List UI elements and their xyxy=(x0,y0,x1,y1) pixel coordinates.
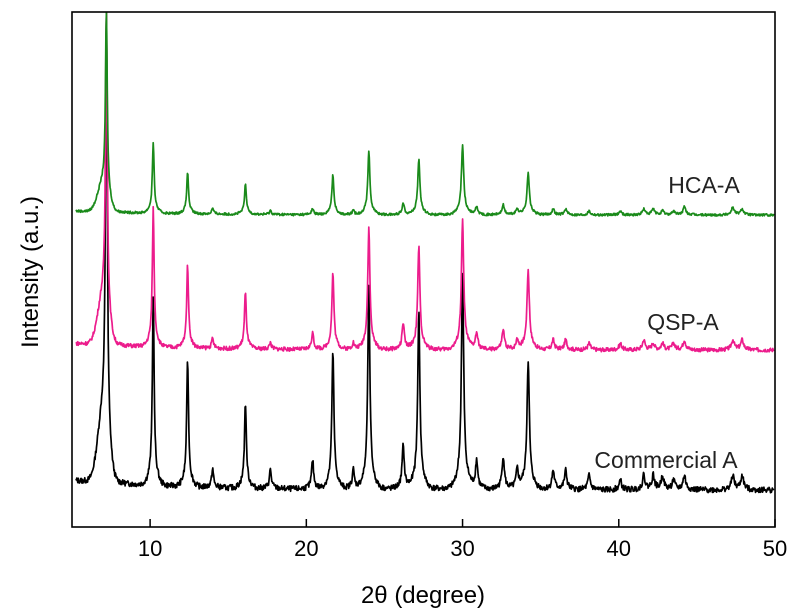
x-tick-label-30: 30 xyxy=(450,536,474,561)
series-label-commercial-a: Commercial A xyxy=(594,447,738,473)
series-layer xyxy=(75,12,775,494)
series-line-commercial-a xyxy=(75,12,775,494)
series-labels: Commercial A QSP-A HCA-A xyxy=(594,172,740,473)
x-tick-label-10: 10 xyxy=(138,536,162,561)
plot-frame xyxy=(71,11,776,528)
series-line-hca-a xyxy=(75,12,775,217)
x-tick-label-40: 40 xyxy=(607,536,631,561)
x-axis-ticks: 10 20 30 40 50 xyxy=(138,519,787,561)
series-label-hca-a: HCA-A xyxy=(668,172,740,198)
x-tick-label-20: 20 xyxy=(294,536,318,561)
y-axis-title: Intensity (a.u.) xyxy=(17,196,44,348)
series-line-qsp-a xyxy=(75,12,775,353)
x-axis-title: 2θ (degree) xyxy=(361,582,485,609)
x-tick-label-50: 50 xyxy=(763,536,787,561)
series-label-qsp-a: QSP-A xyxy=(647,309,719,335)
